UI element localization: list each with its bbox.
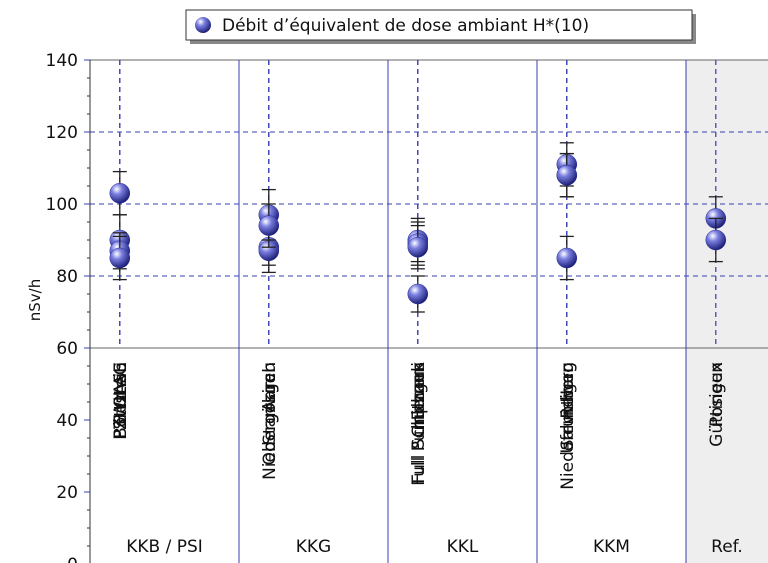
- dot: [556, 247, 578, 269]
- y-tick-label: 0: [67, 555, 78, 563]
- x-tick-label: Salvisberg: [558, 362, 578, 450]
- group-label: KKM: [593, 537, 630, 557]
- legend-box: [185, 9, 693, 41]
- y-tick-label: 140: [46, 51, 78, 71]
- x-tick-label: Aarau: [260, 362, 280, 412]
- dot: [556, 164, 578, 186]
- group-label: Ref.: [711, 537, 743, 557]
- x-tick-label: Böttstein: [111, 362, 131, 439]
- x-tick-label: Posieux: [707, 362, 727, 427]
- grid: 0 20 40 60 80 100 120 140 KKB / PSI BeznauBöttste…: [46, 51, 768, 563]
- y-tick-label: 40: [56, 411, 78, 431]
- x-tick-label: Full Pumpwerk: [409, 362, 429, 486]
- marks: [109, 142, 727, 313]
- dot: [407, 283, 429, 305]
- y-tick-label: 100: [46, 195, 78, 215]
- dot: [407, 236, 429, 258]
- group-band: [686, 60, 768, 563]
- x-tick-label: Chlemmi: [409, 362, 429, 438]
- dot: [109, 247, 131, 269]
- dot: [109, 182, 131, 204]
- legend-marker: [195, 17, 211, 33]
- y-tick-label: 80: [56, 267, 78, 287]
- x-tick-label: Etzgen: [409, 362, 429, 420]
- dot: [705, 229, 727, 251]
- dot: [258, 215, 280, 236]
- x-tick-label: Ufem Horn: [558, 362, 578, 454]
- x-tick-label: Rewag: [558, 362, 578, 419]
- x-tick-label: Obergösgen: [260, 362, 280, 465]
- x-tick-label: Güttingen: [707, 362, 727, 447]
- x-tick-label: Beznau: [111, 362, 131, 425]
- group-label: KKG: [296, 537, 331, 557]
- background: [686, 60, 768, 563]
- x-tick-label: Niedergösgen: [260, 362, 280, 480]
- y-tick-label: 20: [56, 483, 78, 503]
- x-tick-label: Niederruntigen: [558, 362, 578, 490]
- y-tick-label: 120: [46, 123, 78, 143]
- x-tick-label: PSI OASE: [111, 362, 131, 440]
- x-tick-label: ZWILAG: [111, 362, 131, 430]
- group-label: KKL: [447, 537, 479, 557]
- group-label: KKB / PSI: [126, 537, 203, 557]
- x-tick-label: Starrkirch: [260, 362, 280, 445]
- y-axis-label: nSv/h: [26, 279, 44, 321]
- y-tick-label: 60: [56, 339, 78, 359]
- x-tick-label: Full Schulhaus: [409, 362, 429, 484]
- legend-label: Débit d’équivalent de dose ambiant H*(10…: [222, 16, 589, 36]
